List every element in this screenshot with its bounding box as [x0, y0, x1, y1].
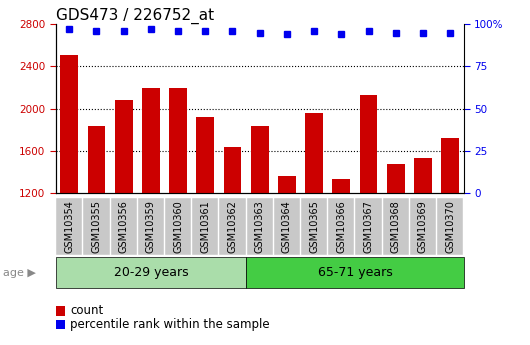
Bar [115, 100, 132, 193]
Text: GSM10360: GSM10360 [173, 200, 183, 253]
Bar [332, 179, 350, 193]
Text: GSM10366: GSM10366 [337, 200, 346, 253]
Text: GSM10355: GSM10355 [92, 200, 101, 253]
Text: GSM10362: GSM10362 [227, 200, 237, 253]
Text: GSM10363: GSM10363 [255, 200, 264, 253]
Bar [60, 55, 78, 193]
Text: GSM10368: GSM10368 [391, 200, 401, 253]
Bar [441, 138, 459, 193]
Text: 20-29 years: 20-29 years [113, 266, 188, 279]
Bar [278, 176, 296, 193]
Text: GSM10364: GSM10364 [282, 200, 292, 253]
Text: GSM10370: GSM10370 [445, 200, 455, 253]
Bar [142, 88, 160, 193]
Bar [87, 126, 105, 193]
Text: GSM10369: GSM10369 [418, 200, 428, 253]
Text: GSM10354: GSM10354 [64, 200, 74, 253]
Text: GSM10359: GSM10359 [146, 200, 156, 253]
Text: count: count [70, 304, 104, 317]
Text: 65-71 years: 65-71 years [317, 266, 392, 279]
Bar [305, 113, 323, 193]
Bar [197, 117, 214, 193]
Text: age ▶: age ▶ [3, 268, 36, 277]
Bar [224, 147, 241, 193]
Text: GSM10361: GSM10361 [200, 200, 210, 253]
Text: GDS473 / 226752_at: GDS473 / 226752_at [56, 8, 214, 24]
Text: GSM10356: GSM10356 [119, 200, 129, 253]
Text: percentile rank within the sample: percentile rank within the sample [70, 318, 270, 331]
Text: GSM10367: GSM10367 [364, 200, 374, 253]
Text: GSM10365: GSM10365 [309, 200, 319, 253]
Bar [251, 126, 269, 193]
Bar [360, 95, 377, 193]
Bar [414, 158, 432, 193]
Bar [387, 164, 404, 193]
Bar [169, 88, 187, 193]
